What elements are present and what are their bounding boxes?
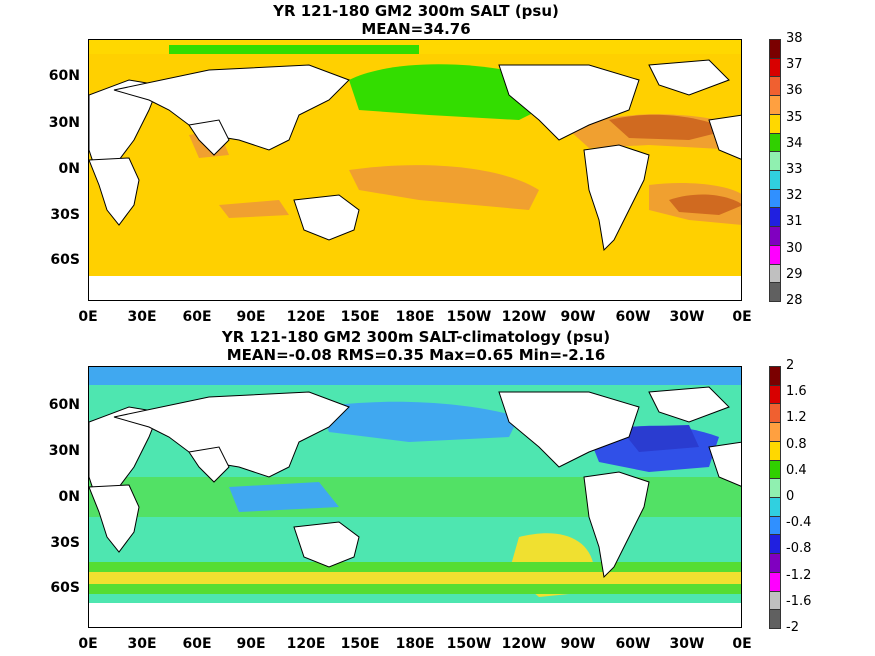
panel2-land — [89, 386, 741, 579]
colorbar-segment — [769, 95, 781, 115]
panel1-title: YR 121-180 GM2 300m SALT (psu) — [273, 2, 559, 20]
panel1-lon-30w: 30W — [669, 309, 705, 325]
colorbar-segment — [769, 366, 781, 386]
colorbar-label: 34 — [786, 135, 803, 151]
colorbar-label: 1.2 — [786, 410, 807, 426]
panel2-subtitle: MEAN=-0.08 RMS=0.35 Max=0.65 Min=-2.16 — [226, 346, 606, 364]
colorbar-segment — [769, 609, 781, 629]
colorbar-label: -1.6 — [786, 593, 812, 609]
colorbar-label: 29 — [786, 266, 803, 282]
colorbar-segment — [769, 57, 781, 78]
panel1-map-svg — [89, 40, 741, 300]
panel2-lat-60s: 60S — [50, 580, 80, 596]
panel2-lat-60n: 60N — [48, 397, 80, 413]
colorbar-label: 37 — [786, 57, 803, 73]
colorbar-label: 0.8 — [786, 436, 807, 452]
colorbar-label: 28 — [786, 293, 803, 308]
panel1-lon-120w: 120W — [501, 309, 547, 325]
colorbar-segment — [769, 553, 781, 573]
panel2-lon-30e: 30E — [127, 636, 157, 652]
panel2-lon-180e: 180E — [395, 636, 435, 652]
panel1-lon-180e: 180E — [395, 309, 435, 325]
colorbar-segment — [769, 440, 781, 461]
panel1-lat-60n: 60N — [48, 68, 80, 84]
panel2-title: YR 121-180 GM2 300m SALT-climatology (ps… — [221, 328, 611, 346]
colorbar-segment — [769, 39, 781, 59]
colorbar-label: -0.8 — [786, 541, 812, 557]
colorbar-segment — [769, 170, 781, 190]
colorbar-segment — [769, 459, 781, 480]
panel2-lon-150e: 150E — [340, 636, 380, 652]
panel1-lon-150e: 150E — [340, 309, 380, 325]
colorbar-segment — [769, 132, 781, 153]
panel2-lon-120e: 120E — [286, 636, 326, 652]
colorbar-label: 31 — [786, 214, 803, 230]
panel2-lon-90e: 90E — [236, 636, 266, 652]
colorbar-segment — [769, 478, 781, 498]
colorbar-segment — [769, 76, 781, 97]
panel2-map-svg — [89, 367, 741, 627]
panel2-lat-0n: 0N — [58, 489, 80, 505]
panel2-lon-0e-end: 0E — [732, 636, 752, 652]
colorbar-label: 32 — [786, 188, 803, 204]
colorbar-label: 0 — [786, 489, 795, 504]
panel1-land — [89, 59, 741, 252]
colorbar-segment — [769, 422, 781, 442]
panel1-lon-60w: 60W — [615, 309, 651, 325]
panel2-lon-90w: 90W — [560, 636, 596, 652]
panel1-lon-0e: 0E — [78, 309, 98, 325]
colorbar-label: 33 — [786, 162, 803, 177]
colorbar-segment — [769, 263, 781, 284]
colorbar-segment — [769, 113, 781, 134]
panel1-lon-90e: 90E — [236, 309, 266, 325]
panel1-lon-120e: 120E — [286, 309, 326, 325]
colorbar-segment — [769, 282, 781, 302]
colorbar-segment — [769, 151, 781, 171]
colorbar-label: 38 — [786, 31, 803, 46]
colorbar-segment — [769, 188, 781, 209]
panel2-lon-0e: 0E — [78, 636, 98, 652]
colorbar-label: -0.4 — [786, 515, 812, 531]
colorbar-segment — [769, 384, 781, 405]
panel1-lon-30e: 30E — [127, 309, 157, 325]
colorbar-segment — [769, 571, 781, 592]
colorbar-segment — [769, 534, 781, 555]
panel2-map — [88, 366, 742, 628]
panel1-subtitle: MEAN=34.76 — [361, 20, 471, 38]
colorbar-segment — [769, 515, 781, 536]
colorbar-label: -1.2 — [786, 567, 812, 583]
colorbar-label: 30 — [786, 240, 803, 256]
panel1-lat-60s: 60S — [50, 252, 80, 268]
colorbar-label: 35 — [786, 109, 803, 125]
panel1-lat-0n: 0N — [58, 161, 80, 177]
colorbar-label: 36 — [786, 83, 803, 99]
colorbar-segment — [769, 226, 781, 246]
panel1-lon-60e: 60E — [182, 309, 212, 325]
colorbar-segment — [769, 590, 781, 611]
panel1-map — [88, 39, 742, 301]
colorbar-label: -2 — [786, 620, 799, 635]
colorbar-segment — [769, 207, 781, 228]
panel1-colorbar — [769, 39, 781, 302]
panel2-lon-150w: 150W — [446, 636, 492, 652]
panel1-lat-30n: 30N — [48, 115, 80, 131]
panel2-lon-120w: 120W — [501, 636, 547, 652]
panel2-colorbar — [769, 366, 781, 629]
panel1-lon-150w: 150W — [446, 309, 492, 325]
panel1-lon-0e-end: 0E — [732, 309, 752, 325]
panel2-lat-30n: 30N — [48, 443, 80, 459]
panel1-lon-90w: 90W — [560, 309, 596, 325]
colorbar-segment — [769, 497, 781, 517]
colorbar-label: 0.4 — [786, 462, 807, 478]
panel2-lon-30w: 30W — [669, 636, 705, 652]
colorbar-label: 1.6 — [786, 384, 807, 400]
panel1-lat-30s: 30S — [50, 207, 80, 223]
colorbar-label: 2 — [786, 358, 795, 373]
panel2-lon-60w: 60W — [615, 636, 651, 652]
panel2-lat-30s: 30S — [50, 535, 80, 551]
colorbar-segment — [769, 244, 781, 265]
colorbar-segment — [769, 403, 781, 424]
panel2-lon-60e: 60E — [182, 636, 212, 652]
